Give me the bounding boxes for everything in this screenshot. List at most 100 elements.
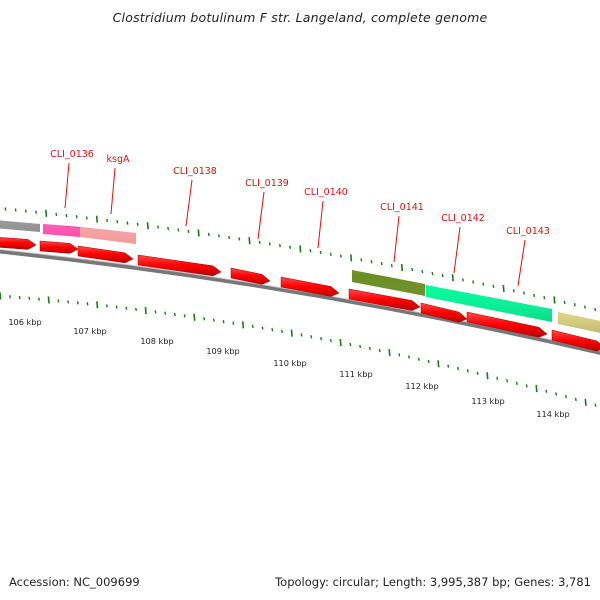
lower-minor-tick [222,320,225,324]
upper-minor-tick [482,282,485,286]
cds-arrow[interactable] [230,267,271,285]
upper-minor-tick [441,274,444,278]
lower-minor-tick [125,306,128,310]
upper-minor-tick [217,234,220,238]
page-title: Clostridium botulinum F str. Langeland, … [112,10,488,25]
upper-minor-tick [85,216,88,220]
upper-minor-tick [126,221,129,225]
cds-arrow[interactable] [137,254,222,277]
lower-minor-tick [378,348,381,353]
backbone-highlight [0,249,600,352]
upper-minor-tick [207,232,210,237]
gene-labels: CLI_0136 ksgA CLI_0138 CLI_0139 CLI_0140 CLI_… [50,149,550,287]
lower-minor-tick [300,333,303,337]
lower-minor-tick [28,296,31,300]
upper-minor-tick [167,226,170,231]
upper-minor-tick [339,254,342,258]
kbp-label: 109 kbp [206,346,239,356]
upper-minor-tick [238,237,241,241]
kbp-labels: 106 kbp 107 kbp 108 kbp 109 kbp 110 kbp 111 k… [8,317,569,419]
lower-minor-tick [427,359,430,364]
lower-minor-tick [476,371,479,375]
upper-minor-tick [563,300,566,304]
upper-minor-tick [278,243,281,248]
lower-minor-tick [261,326,264,330]
lower-minor-tick [555,392,558,396]
upper-minor-tick [309,249,312,253]
cds-arrow[interactable] [280,276,340,297]
cds-arrow[interactable] [420,302,468,323]
upper-minor-tick [24,209,27,213]
lower-major-tick [0,292,2,300]
upper-major-tick [95,215,99,223]
lower-major-tick [437,360,440,368]
kbp-label: 108 kbp [140,336,173,346]
upper-minor-tick [390,263,393,268]
lower-minor-tick [154,310,157,314]
upper-minor-tick [4,207,7,211]
gene-label-ksga[interactable]: ksgA [107,154,130,165]
upper-major-tick [350,254,353,262]
lower-minor-tick [212,318,215,322]
lower-minor-tick [368,346,371,351]
gene-label-leader [64,162,70,209]
lower-minor-tick [271,328,274,332]
kbp-label: 112 kbp [405,381,438,391]
upper-major-tick [400,263,404,272]
cds-arrow[interactable] [39,240,79,254]
lower-minor-tick [398,353,401,357]
lower-major-tick [47,296,50,304]
lower-minor-tick [574,397,577,402]
upper-minor-tick [360,258,363,262]
upper-minor-tick [583,305,586,309]
upper-minor-tick [380,262,383,266]
gene-label-cli-0136[interactable]: CLI_0136 [50,149,94,160]
lower-minor-tick [447,364,450,368]
upper-minor-tick [522,291,525,295]
lower-minor-tick [115,305,118,309]
kbp-label: 107 kbp [73,326,106,336]
upper-minor-tick [14,208,17,212]
lower-major-tick [241,321,245,329]
gene-label-cli-0139[interactable]: CLI_0139 [245,178,289,189]
lower-minor-tick [67,300,70,304]
cds-arrow[interactable] [466,311,548,338]
gene-label-leader [393,215,400,263]
lower-major-tick [144,307,147,315]
upper-major-tick [45,209,48,217]
lower-minor-tick [281,329,284,334]
gene-label-leader [185,179,193,227]
lower-minor-tick [203,317,206,321]
upper-minor-tick [228,235,231,240]
gene-label-cli-0142[interactable]: CLI_0142 [441,213,485,224]
gene-label-cli-0143[interactable]: CLI_0143 [506,226,550,237]
topology-summary: Topology: circular; Length: 3,995,387 bp… [275,575,591,589]
gene-label-cli-0140[interactable]: CLI_0140 [304,187,348,198]
cds-arrow[interactable] [77,245,134,264]
lower-minor-tick [232,321,235,325]
upper-minor-tick [258,240,261,244]
upper-minor-tick [319,250,322,255]
kbp-label: 110 kbp [273,358,306,368]
upper-major-tick [299,245,302,253]
kbp-label: 114 kbp [536,409,569,419]
kbp-label: 106 kbp [8,317,41,327]
cds-arrow[interactable] [551,329,600,352]
gene-label-cli-0138[interactable]: CLI_0138 [173,166,217,177]
lower-minor-tick [466,369,469,373]
upper-minor-tick [55,212,58,217]
gene-label-cli-0141[interactable]: CLI_0141 [380,202,424,213]
kbp-label: 111 kbp [339,369,372,379]
lower-minor-tick [349,342,352,347]
cds-arrow[interactable] [348,288,421,311]
upper-minor-tick [187,229,190,234]
upper-minor-tick [177,228,180,232]
upper-minor-tick [512,289,515,293]
gene-label-leader [453,226,461,274]
lower-minor-tick [329,338,332,343]
cds-arrow[interactable] [0,237,37,250]
upper-minor-tick [289,245,292,249]
upper-minor-tick [431,271,434,276]
upper-major-tick [197,229,200,237]
